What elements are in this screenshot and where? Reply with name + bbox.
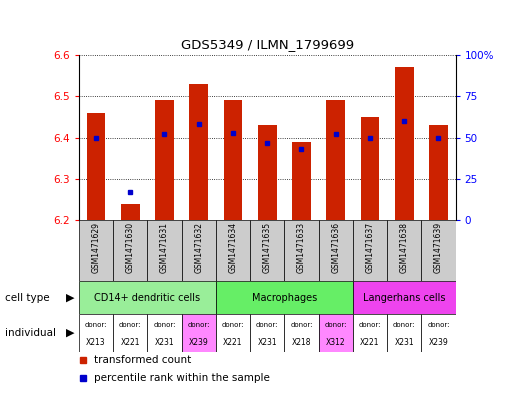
Bar: [79, 220, 113, 281]
Bar: [353, 281, 456, 314]
Text: percentile rank within the sample: percentile rank within the sample: [94, 373, 270, 383]
Text: donor:: donor:: [427, 322, 449, 328]
Text: GSM1471634: GSM1471634: [229, 222, 238, 273]
Text: X239: X239: [189, 338, 209, 347]
Text: GSM1471631: GSM1471631: [160, 222, 169, 273]
Bar: [353, 220, 387, 281]
Text: donor:: donor:: [359, 322, 381, 328]
Text: ▶: ▶: [66, 328, 75, 338]
Bar: [113, 314, 148, 352]
Bar: [79, 314, 113, 352]
Bar: [285, 220, 319, 281]
Text: X312: X312: [326, 338, 346, 347]
Bar: [148, 220, 182, 281]
Bar: [182, 220, 216, 281]
Bar: [395, 67, 414, 220]
Bar: [250, 314, 285, 352]
Text: X221: X221: [360, 338, 380, 347]
Bar: [216, 281, 353, 314]
Bar: [429, 125, 448, 220]
Text: individual: individual: [5, 328, 56, 338]
Text: X239: X239: [429, 338, 448, 347]
Bar: [223, 100, 242, 220]
Bar: [87, 113, 105, 220]
Text: X221: X221: [223, 338, 243, 347]
Text: donor:: donor:: [393, 322, 415, 328]
Bar: [121, 204, 139, 220]
Text: GSM1471638: GSM1471638: [400, 222, 409, 273]
Bar: [421, 220, 456, 281]
Bar: [292, 142, 311, 220]
Text: X218: X218: [292, 338, 311, 347]
Bar: [319, 220, 353, 281]
Text: cell type: cell type: [5, 293, 50, 303]
Bar: [421, 314, 456, 352]
Text: X213: X213: [86, 338, 106, 347]
Text: CD14+ dendritic cells: CD14+ dendritic cells: [94, 293, 201, 303]
Bar: [319, 314, 353, 352]
Text: X221: X221: [121, 338, 140, 347]
Bar: [189, 84, 208, 220]
Text: Macrophages: Macrophages: [252, 293, 317, 303]
Text: donor:: donor:: [153, 322, 176, 328]
Bar: [148, 314, 182, 352]
Bar: [387, 220, 421, 281]
Text: GSM1471629: GSM1471629: [92, 222, 100, 273]
Text: GSM1471639: GSM1471639: [434, 222, 443, 273]
Text: GSM1471630: GSM1471630: [126, 222, 135, 273]
Text: donor:: donor:: [290, 322, 313, 328]
Text: donor:: donor:: [119, 322, 142, 328]
Text: GSM1471635: GSM1471635: [263, 222, 272, 273]
Bar: [216, 220, 250, 281]
Text: donor:: donor:: [85, 322, 107, 328]
Bar: [250, 220, 285, 281]
Text: X231: X231: [155, 338, 174, 347]
Bar: [258, 125, 276, 220]
Bar: [360, 117, 379, 220]
Bar: [79, 281, 216, 314]
Bar: [387, 314, 421, 352]
Bar: [155, 100, 174, 220]
Text: GSM1471633: GSM1471633: [297, 222, 306, 273]
Text: ▶: ▶: [66, 293, 75, 303]
Text: GSM1471637: GSM1471637: [365, 222, 375, 273]
Text: GSM1471632: GSM1471632: [194, 222, 203, 273]
Text: transformed count: transformed count: [94, 355, 191, 365]
Text: donor:: donor:: [187, 322, 210, 328]
Title: GDS5349 / ILMN_1799699: GDS5349 / ILMN_1799699: [181, 38, 354, 51]
Bar: [326, 100, 345, 220]
Bar: [285, 314, 319, 352]
Text: X231: X231: [258, 338, 277, 347]
Bar: [182, 314, 216, 352]
Text: donor:: donor:: [256, 322, 278, 328]
Bar: [113, 220, 148, 281]
Text: donor:: donor:: [222, 322, 244, 328]
Text: GSM1471636: GSM1471636: [331, 222, 340, 273]
Bar: [216, 314, 250, 352]
Text: donor:: donor:: [324, 322, 347, 328]
Bar: [353, 314, 387, 352]
Text: Langerhans cells: Langerhans cells: [363, 293, 445, 303]
Text: X231: X231: [394, 338, 414, 347]
